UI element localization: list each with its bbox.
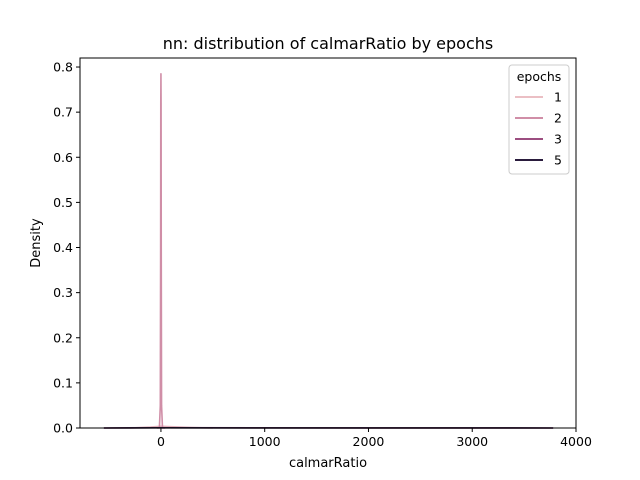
y-axis-label: Density [29, 218, 44, 268]
y-tick-label: 0.8 [53, 60, 73, 75]
legend-box [508, 64, 570, 175]
plot-area [79, 57, 577, 429]
x-axis-label: calmarRatio [289, 456, 367, 471]
legend-title: epochs [517, 69, 562, 84]
legend-label-2: 2 [554, 111, 562, 126]
legend-label-3: 3 [554, 132, 562, 147]
x-tick-label: 1000 [249, 434, 281, 449]
y-tick-label: 0.1 [53, 375, 73, 390]
y-tick-label: 0.6 [53, 150, 73, 165]
plot-frame [79, 57, 577, 429]
series-line-2 [156, 72, 166, 429]
series-layer [103, 72, 554, 429]
x-axis-ticks: 0 1000 2000 3000 4000 [157, 428, 592, 449]
x-tick-label: 2000 [353, 434, 385, 449]
legend-entries: 1 2 3 5 [515, 90, 562, 168]
y-tick-label: 0.5 [53, 195, 73, 210]
x-tick-label: 0 [157, 434, 165, 449]
x-tick-label: 3000 [456, 434, 488, 449]
y-tick-label: 0.7 [53, 105, 73, 120]
chart-title: nn: distribution of calmarRatio by epoch… [163, 34, 493, 53]
legend-label-1: 1 [554, 90, 562, 105]
y-axis-ticks: 0.0 0.1 0.2 0.3 0.4 0.5 0.6 0.7 0.8 [53, 60, 80, 436]
y-tick-label: 0.4 [53, 240, 73, 255]
legend-label-5: 5 [554, 153, 562, 168]
y-tick-label: 0.0 [53, 421, 73, 436]
x-tick-label: 4000 [560, 434, 592, 449]
y-tick-label: 0.3 [53, 285, 73, 300]
y-tick-label: 0.2 [53, 330, 73, 345]
legend: epochs 1 2 3 5 [508, 64, 570, 175]
